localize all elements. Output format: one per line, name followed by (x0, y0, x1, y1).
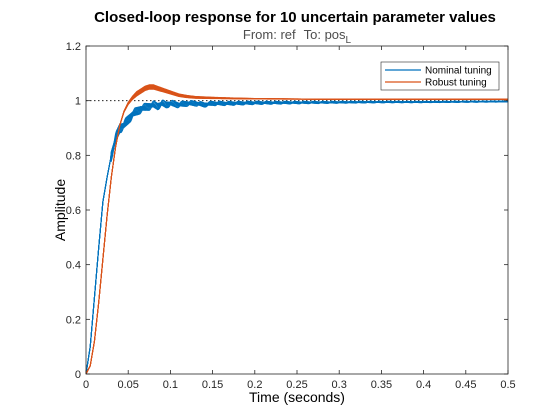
series-nominal (85, 99, 509, 375)
chart-subtitle: From: ref To: posL (243, 27, 352, 46)
series-line-robust-10 (85, 84, 508, 375)
subtitle-to: To: pos (304, 27, 346, 42)
x-tick-label: 0.2 (247, 379, 262, 391)
series-line-nominal-10 (85, 99, 509, 375)
y-tick-label: 0.2 (66, 314, 81, 326)
y-tick-label: 1 (75, 96, 81, 108)
y-tick-label: 0.8 (66, 150, 81, 162)
series-robust (85, 84, 508, 375)
x-tick-label: 0.15 (202, 379, 223, 391)
x-tick-label: 0.05 (117, 379, 138, 391)
legend-box (380, 61, 500, 91)
x-tick-label: 0.5 (500, 379, 515, 391)
subtitle-from: From: ref (243, 27, 296, 42)
legend-label-robust: Robust tuning (425, 78, 487, 89)
x-tick-label: 0 (83, 379, 89, 391)
x-tick-label: 0.35 (371, 379, 392, 391)
legend-label-nominal: Nominal tuning (425, 66, 492, 77)
x-tick-label: 0.1 (163, 379, 178, 391)
y-tick-label: 0.6 (66, 205, 81, 217)
x-tick-label: 0.25 (286, 379, 307, 391)
chart-title: Closed-loop response for 10 uncertain pa… (94, 9, 496, 26)
y-axis-label: Amplitude (52, 179, 68, 241)
plot-area (86, 46, 508, 374)
y-tick-label: 0.4 (66, 260, 81, 272)
tick-layer: 0 0.05 0.1 0.15 0.2 0.25 0.3 0.35 0.4 0.45 0.5 0 0.2… (66, 41, 516, 391)
subtitle-to-subscript: L (346, 35, 352, 46)
legend: Nominal tuning Robust tuning (380, 61, 500, 91)
series-layer (85, 84, 509, 375)
x-tick-label: 0.4 (416, 379, 431, 391)
x-axis-label: Time (seconds) (249, 389, 345, 405)
x-tick-label: 0.3 (332, 379, 347, 391)
y-tick-label: 0 (75, 369, 81, 381)
y-tick-label: 1.2 (66, 41, 81, 53)
x-tick-label: 0.45 (455, 379, 476, 391)
